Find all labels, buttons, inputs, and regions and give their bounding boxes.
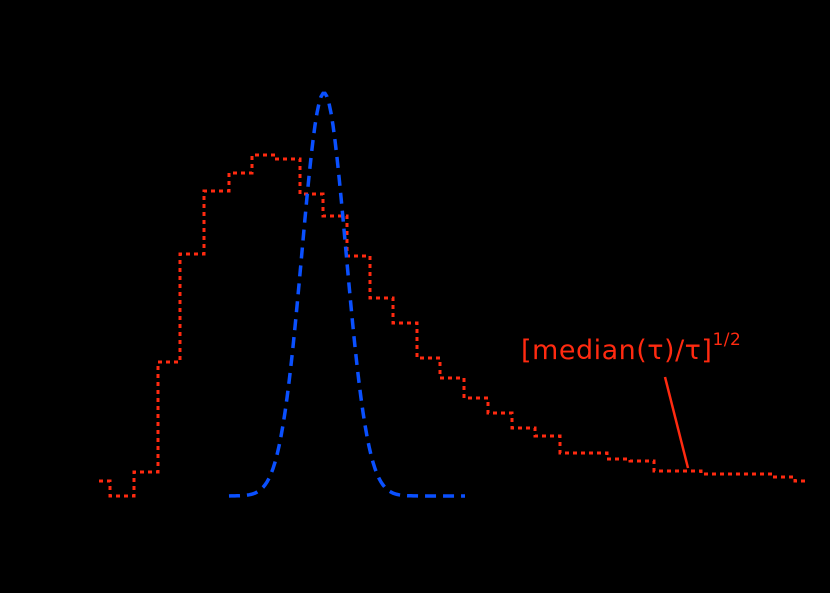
median-ratio-step-line (99, 153, 806, 498)
annotation-text: [median(τ)/τ] (521, 335, 713, 366)
annotation-superscript: 1/2 (712, 330, 742, 350)
gaussian-dashed-curve (228, 91, 465, 498)
series-annotation-label: [median(τ)/τ]1/2 (521, 330, 741, 366)
annotation-pointer-line (663, 376, 690, 469)
